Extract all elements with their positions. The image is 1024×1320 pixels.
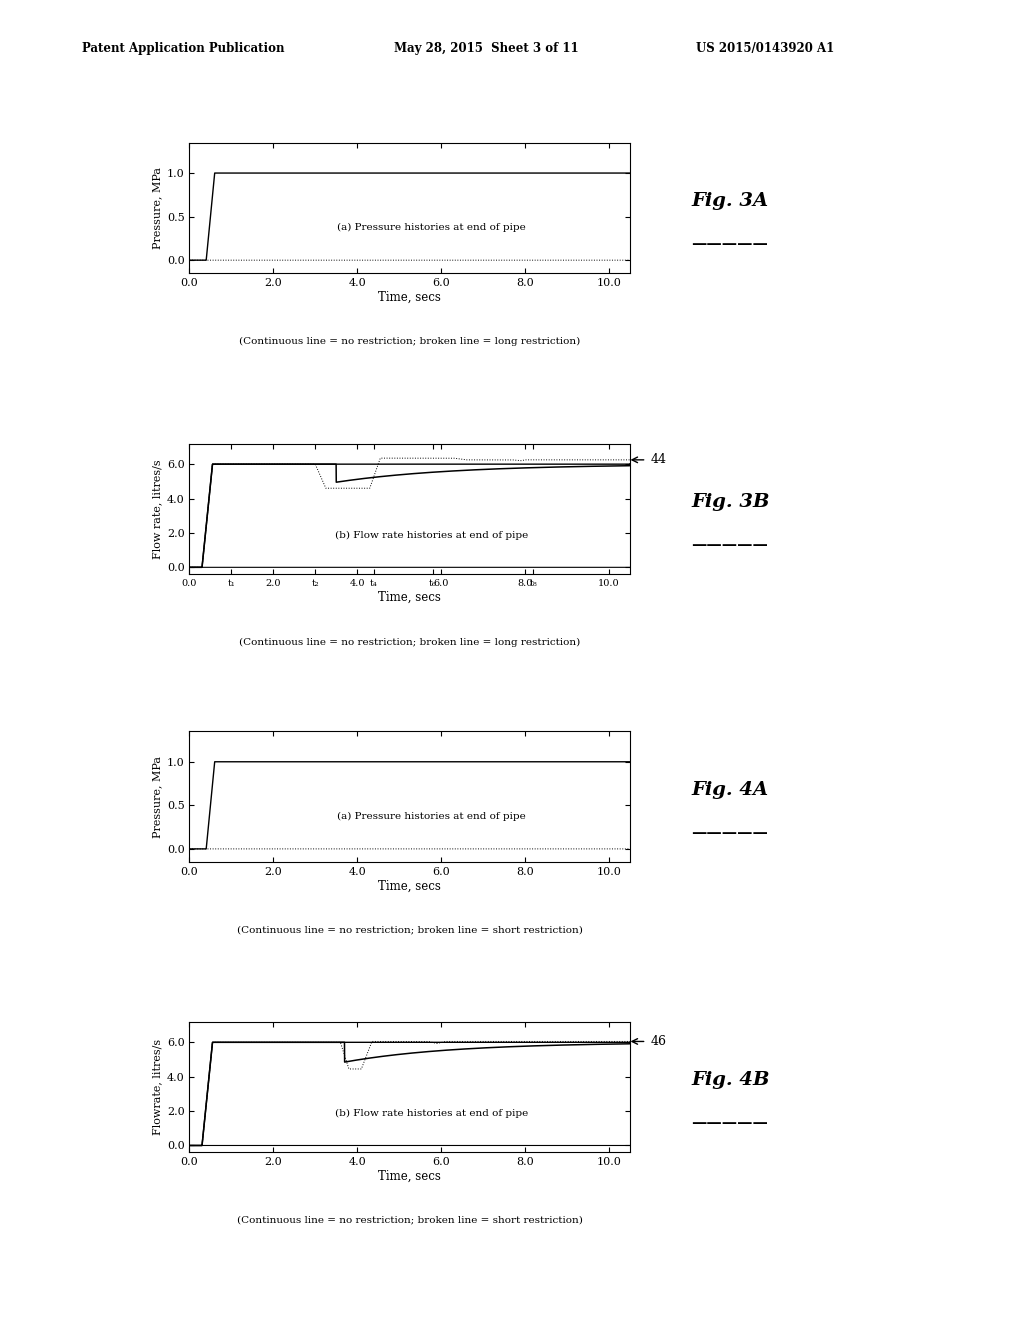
Y-axis label: Flowrate, litres/s: Flowrate, litres/s [153,1039,163,1135]
X-axis label: Time, secs: Time, secs [378,1170,441,1183]
Text: Fig. 4B: Fig. 4B [691,1072,770,1089]
Text: (b) Flow rate histories at end of pipe: (b) Flow rate histories at end of pipe [335,1109,528,1118]
X-axis label: Time, secs: Time, secs [378,591,441,603]
Text: 46: 46 [650,1035,667,1048]
Text: —————: ————— [691,1117,768,1130]
X-axis label: Time, secs: Time, secs [378,879,441,892]
Y-axis label: Pressure, MPa: Pressure, MPa [153,166,163,249]
X-axis label: Time, secs: Time, secs [378,290,441,304]
Text: —————: ————— [691,826,768,840]
Text: (a) Pressure histories at end of pipe: (a) Pressure histories at end of pipe [337,223,526,232]
Text: —————: ————— [691,238,768,251]
Text: 44: 44 [650,453,667,466]
Text: (a) Pressure histories at end of pipe: (a) Pressure histories at end of pipe [337,812,526,821]
Text: US 2015/0143920 A1: US 2015/0143920 A1 [696,42,835,55]
Text: (Continuous line = no restriction; broken line = short restriction): (Continuous line = no restriction; broke… [237,925,583,935]
Text: (Continuous line = no restriction; broken line = long restriction): (Continuous line = no restriction; broke… [239,337,581,346]
Text: (b) Flow rate histories at end of pipe: (b) Flow rate histories at end of pipe [335,531,528,540]
Text: May 28, 2015  Sheet 3 of 11: May 28, 2015 Sheet 3 of 11 [394,42,579,55]
Text: Fig. 3B: Fig. 3B [691,494,770,511]
Text: Fig. 3A: Fig. 3A [691,193,768,210]
Text: Fig. 4A: Fig. 4A [691,781,768,799]
Text: —————: ————— [691,539,768,552]
Text: (Continuous line = no restriction; broken line = long restriction): (Continuous line = no restriction; broke… [239,638,581,647]
Y-axis label: Flow rate, litres/s: Flow rate, litres/s [153,459,163,558]
Text: Patent Application Publication: Patent Application Publication [82,42,285,55]
Text: (Continuous line = no restriction; broken line = short restriction): (Continuous line = no restriction; broke… [237,1216,583,1225]
Y-axis label: Pressure, MPa: Pressure, MPa [153,755,163,838]
